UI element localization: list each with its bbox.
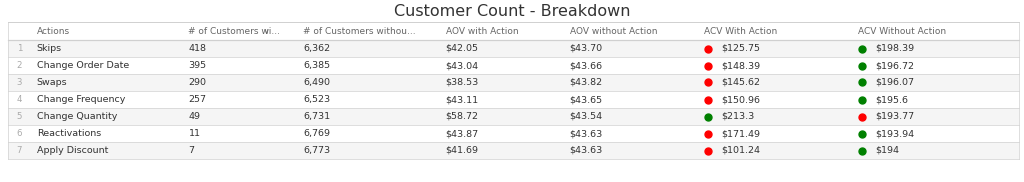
Text: $150.96: $150.96 xyxy=(721,95,760,104)
Text: # of Customers withou...: # of Customers withou... xyxy=(303,27,416,35)
Text: 3: 3 xyxy=(16,78,23,87)
Text: 7: 7 xyxy=(188,146,195,155)
Text: Actions: Actions xyxy=(37,27,70,35)
Text: $43.63: $43.63 xyxy=(569,129,603,138)
Text: Swaps: Swaps xyxy=(37,78,68,87)
Text: 6,769: 6,769 xyxy=(303,129,331,138)
Text: 6: 6 xyxy=(16,129,23,138)
Text: 6,490: 6,490 xyxy=(303,78,331,87)
Text: $58.72: $58.72 xyxy=(445,112,479,121)
Bar xyxy=(8,142,1019,159)
Text: 11: 11 xyxy=(188,129,201,138)
Text: Apply Discount: Apply Discount xyxy=(37,146,109,155)
Text: 4: 4 xyxy=(16,95,23,104)
Text: $145.62: $145.62 xyxy=(721,78,760,87)
Text: Customer Count - Breakdown: Customer Count - Breakdown xyxy=(394,3,630,19)
Text: 5: 5 xyxy=(16,112,23,121)
Text: $43.11: $43.11 xyxy=(445,95,479,104)
Text: $43.63: $43.63 xyxy=(569,146,603,155)
Text: 6,731: 6,731 xyxy=(303,112,331,121)
Text: $148.39: $148.39 xyxy=(721,61,761,70)
Text: Change Quantity: Change Quantity xyxy=(37,112,117,121)
Text: AOV without Action: AOV without Action xyxy=(569,27,657,35)
Text: $43.66: $43.66 xyxy=(569,61,603,70)
Text: $43.70: $43.70 xyxy=(569,44,603,53)
Text: 6,523: 6,523 xyxy=(303,95,331,104)
Text: Reactivations: Reactivations xyxy=(37,129,101,138)
Text: $193.94: $193.94 xyxy=(876,129,914,138)
Text: $101.24: $101.24 xyxy=(721,146,760,155)
Bar xyxy=(8,22,1019,40)
Bar xyxy=(8,40,1019,57)
Text: 395: 395 xyxy=(188,61,207,70)
Text: $195.6: $195.6 xyxy=(876,95,908,104)
Text: $171.49: $171.49 xyxy=(721,129,760,138)
Text: ∨: ∨ xyxy=(263,27,269,35)
Text: # of Customers wi...: # of Customers wi... xyxy=(188,27,281,35)
Text: 6,773: 6,773 xyxy=(303,146,331,155)
Text: 418: 418 xyxy=(188,44,207,53)
Text: ACV Without Action: ACV Without Action xyxy=(858,27,946,35)
Text: 290: 290 xyxy=(188,78,207,87)
Bar xyxy=(8,57,1019,74)
Text: $43.04: $43.04 xyxy=(445,61,479,70)
Bar xyxy=(8,74,1019,91)
Bar xyxy=(8,91,1019,108)
Text: Change Frequency: Change Frequency xyxy=(37,95,125,104)
Text: $196.07: $196.07 xyxy=(876,78,914,87)
Bar xyxy=(8,125,1019,142)
Text: 6,362: 6,362 xyxy=(303,44,331,53)
Text: Change Order Date: Change Order Date xyxy=(37,61,129,70)
Text: $43.54: $43.54 xyxy=(569,112,603,121)
Text: Skips: Skips xyxy=(37,44,62,53)
Text: $194: $194 xyxy=(876,146,899,155)
Text: $42.05: $42.05 xyxy=(445,44,479,53)
Text: 7: 7 xyxy=(16,146,23,155)
Text: 257: 257 xyxy=(188,95,207,104)
Text: AOV with Action: AOV with Action xyxy=(445,27,518,35)
Text: $125.75: $125.75 xyxy=(721,44,760,53)
Text: $198.39: $198.39 xyxy=(876,44,914,53)
Text: $41.69: $41.69 xyxy=(445,146,479,155)
Bar xyxy=(8,108,1019,125)
Text: $196.72: $196.72 xyxy=(876,61,914,70)
Text: $43.87: $43.87 xyxy=(445,129,479,138)
Text: $193.77: $193.77 xyxy=(876,112,914,121)
Text: 2: 2 xyxy=(16,61,23,70)
Text: 6,385: 6,385 xyxy=(303,61,331,70)
Text: $43.82: $43.82 xyxy=(569,78,603,87)
Text: 1: 1 xyxy=(16,44,23,53)
Text: ACV With Action: ACV With Action xyxy=(703,27,777,35)
Text: $43.65: $43.65 xyxy=(569,95,603,104)
Text: 49: 49 xyxy=(188,112,201,121)
Text: $213.3: $213.3 xyxy=(721,112,755,121)
Text: $38.53: $38.53 xyxy=(445,78,479,87)
